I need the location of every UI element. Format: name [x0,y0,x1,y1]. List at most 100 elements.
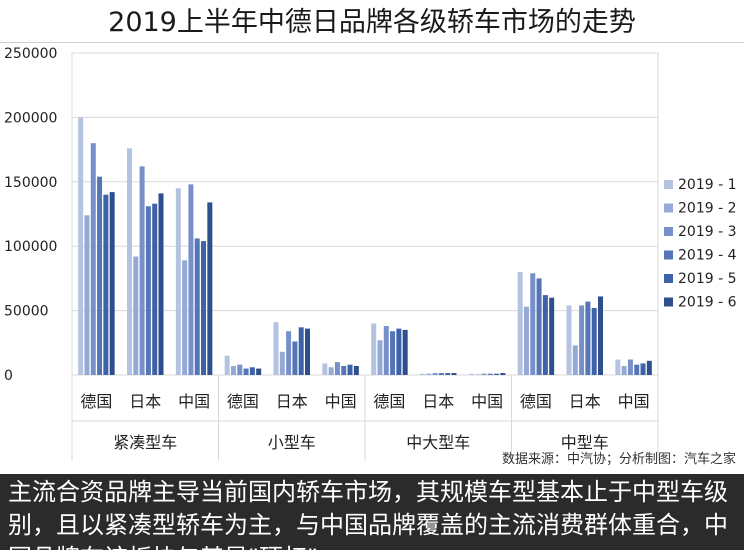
legend-swatch [664,274,673,283]
legend-swatch [664,227,673,236]
bar [487,373,493,375]
bar [353,365,359,375]
x-group-label: 中型车 [561,433,609,452]
bar [230,365,236,375]
x-category-label: 日本 [569,392,601,411]
bar [530,273,536,375]
bar [243,368,249,375]
bar [615,359,621,375]
bar [468,373,474,375]
bar [371,323,377,375]
bar [84,215,90,375]
legend-swatch [664,180,673,189]
bar [640,363,646,375]
x-category-label: 中国 [178,392,210,411]
bar [523,306,529,375]
bar [322,363,328,375]
bar [494,373,500,375]
bar [579,305,585,375]
x-category-label: 日本 [422,392,454,411]
bar [182,260,188,375]
bar [585,301,591,375]
bar [500,373,506,375]
legend-swatch [664,250,673,260]
bar [133,256,139,375]
bar [347,364,353,375]
legend-label: 2019 - 3 [678,224,737,240]
bar [432,373,438,375]
bar [127,148,132,375]
x-group-label: 紧凑型车 [113,433,177,452]
bar [549,297,555,375]
legend-label: 2019 - 1 [678,177,737,193]
bar [383,326,389,375]
x-category-label: 德国 [373,392,405,411]
bar [420,373,425,375]
bar [305,328,310,375]
bar [390,331,396,375]
bar [90,143,96,375]
legend-swatch [664,203,673,213]
chart-title: 2019上半年中德日品牌各级轿车市场的走势 [108,7,636,38]
bar [566,305,572,375]
bar [78,117,84,376]
legend-label: 2019 - 2 [678,201,737,217]
bar [328,367,334,375]
bar [256,368,262,375]
bar [646,360,652,375]
bar [286,331,292,375]
bar [621,365,627,375]
bar [109,192,115,375]
bar [377,340,383,375]
bar [341,365,347,375]
x-category-label: 中国 [325,392,357,411]
bar [396,328,402,375]
bar [451,373,457,375]
x-category-label: 德国 [227,392,259,411]
bar [201,241,207,375]
x-group-label: 小型车 [268,433,316,452]
bar [237,364,243,375]
bar [139,166,145,375]
x-category-label: 中国 [471,392,503,411]
bar [572,345,578,375]
x-category-label: 日本 [129,392,161,411]
x-category-label: 中国 [618,392,650,411]
bar [188,184,194,375]
bar [445,373,451,375]
bar [175,188,181,375]
bar [634,364,640,375]
bar [542,295,548,375]
y-tick-label: 50000 [4,304,49,320]
bar [145,206,151,375]
bar [292,341,298,375]
legend-swatch [664,297,673,307]
bar [298,327,304,375]
bar [426,373,432,375]
source-note: 数据来源：中汽协；分析制图：汽车之家 [501,452,736,467]
legend-label: 2019 - 5 [678,271,737,287]
y-tick-label: 100000 [4,239,57,255]
legend-label: 2019 - 4 [678,248,737,264]
y-tick-label: 250000 [4,46,57,62]
bar [517,271,523,375]
x-category-label: 日本 [276,392,308,411]
bar [598,296,603,375]
bar [438,373,444,375]
y-tick-label: 0 [4,368,13,384]
bar [273,322,279,375]
bar [194,238,200,375]
bar [402,329,408,375]
bar [334,362,340,375]
bar [152,203,158,375]
x-category-label: 德国 [520,392,552,411]
bar [224,355,230,375]
bar [591,308,597,375]
bar [103,194,109,375]
y-tick-label: 200000 [4,110,57,126]
bar [279,351,285,375]
bar [475,374,481,375]
bar [249,367,255,375]
bar [207,202,213,375]
bar [481,373,487,375]
